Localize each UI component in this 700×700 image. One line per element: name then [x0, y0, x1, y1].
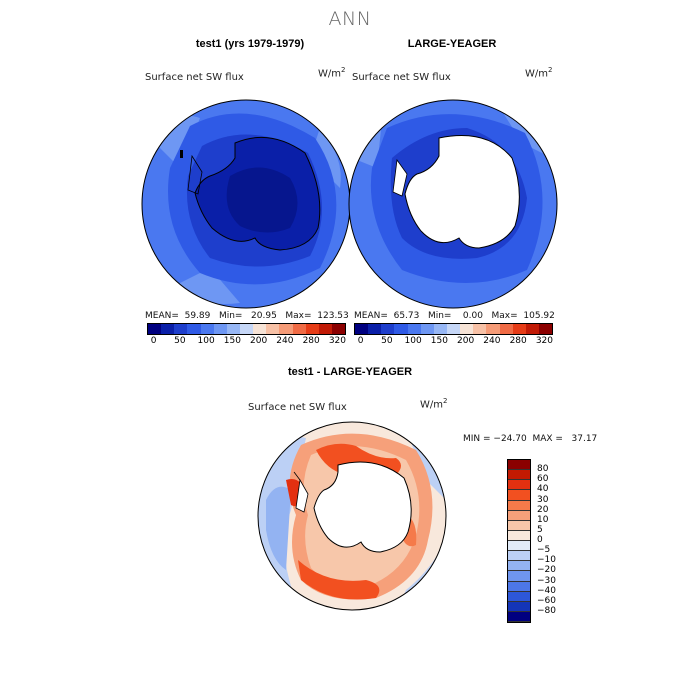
colorbar-swatch [239, 324, 254, 334]
colorbar-swatch [420, 324, 434, 334]
right-map [348, 99, 558, 309]
colorbar-tick-label: 320 [328, 336, 347, 346]
right-panel-title: LARGE-YEAGER [407, 38, 497, 50]
colorbar-swatch [381, 324, 395, 334]
right-colorbar-labels: 0 50 100 150 200 240 280 320 [354, 336, 554, 348]
colorbar-swatch [508, 480, 530, 491]
colorbar-tick-label: 200 [250, 336, 268, 346]
colorbar-tick-label: 280 [509, 336, 527, 346]
colorbar-swatch [161, 324, 175, 334]
colorbar-swatch [508, 561, 530, 572]
left-variable-label: Surface net SW flux [145, 72, 244, 83]
colorbar-tick-label: 200 [457, 336, 475, 346]
right-variable-label: Surface net SW flux [352, 72, 451, 83]
diff-units-label: W/m2 [420, 397, 448, 411]
left-colorbar [147, 323, 346, 335]
diff-minmax: MIN = −24.70 MAX = 37.17 [463, 434, 598, 444]
colorbar-tick-label: 150 [430, 336, 448, 346]
colorbar-swatch [508, 510, 530, 521]
diff-panel-title: test1 - LARGE-YEAGER [287, 366, 413, 378]
colorbar-tick-label: 80 [537, 464, 549, 475]
colorbar-swatch [508, 490, 530, 501]
colorbar-swatch [473, 324, 487, 334]
colorbar-swatch [279, 324, 293, 334]
left-map [141, 99, 351, 309]
colorbar-swatch [407, 324, 421, 334]
colorbar-swatch [266, 324, 280, 334]
colorbar-swatch [512, 324, 526, 334]
right-colorbar [354, 323, 553, 335]
colorbar-swatch [292, 324, 306, 334]
colorbar-swatch [394, 324, 408, 334]
colorbar-tick-label: 10 [537, 514, 549, 525]
colorbar-swatch [368, 324, 382, 334]
colorbar-swatch [305, 324, 319, 334]
colorbar-swatch [508, 530, 530, 541]
diff-colorbar-labels: 80 60 40 30 20 10 5 0 −5 −10 −20 −30 −40 −60 −80 [537, 459, 567, 621]
colorbar-swatch [253, 324, 267, 334]
diff-colorbar [507, 459, 531, 623]
diff-map [257, 421, 447, 611]
colorbar-swatch [508, 611, 530, 622]
colorbar-swatch [508, 470, 530, 481]
colorbar-swatch [187, 324, 201, 334]
colorbar-tick-label: −60 [537, 595, 556, 606]
colorbar-tick-label: −10 [537, 555, 556, 566]
colorbar-tick-label: 60 [537, 474, 549, 485]
colorbar-tick-label: 320 [535, 336, 554, 346]
colorbar-tick-label: 50 [381, 336, 393, 346]
colorbar-swatch [499, 324, 513, 334]
colorbar-swatch [538, 324, 553, 334]
colorbar-swatch [331, 324, 346, 334]
colorbar-swatch [318, 324, 332, 334]
colorbar-swatch [508, 500, 530, 511]
right-stats: MEAN= 65.73 Min= 0.00 Max= 105.92 [354, 311, 555, 321]
colorbar-tick-label: 5 [537, 524, 543, 535]
colorbar-swatch [508, 601, 530, 612]
colorbar-swatch [525, 324, 539, 334]
colorbar-swatch [355, 324, 369, 334]
right-units-label: W/m2 [525, 66, 553, 80]
colorbar-swatch [200, 324, 214, 334]
colorbar-tick-label: 240 [276, 336, 294, 346]
colorbar-tick-label: 100 [197, 336, 215, 346]
colorbar-tick-label: −40 [537, 585, 556, 596]
colorbar-swatch [213, 324, 227, 334]
colorbar-tick-label: −5 [537, 545, 551, 556]
left-units-label: W/m2 [318, 66, 346, 80]
left-panel-title: test1 (yrs 1979-1979) [195, 38, 305, 50]
colorbar-tick-label: 50 [174, 336, 186, 346]
left-colorbar-labels: 0 50 100 150 200 240 280 320 [147, 336, 347, 348]
colorbar-tick-label: −80 [537, 605, 556, 616]
colorbar-tick-label: −30 [537, 575, 556, 586]
figure-title: ANN [328, 8, 372, 30]
colorbar-tick-label: 280 [302, 336, 320, 346]
colorbar-swatch [433, 324, 447, 334]
colorbar-tick-label: 0 [537, 535, 543, 545]
colorbar-tick-label: 240 [483, 336, 501, 346]
colorbar-tick-label: 0 [357, 336, 364, 346]
colorbar-swatch [508, 551, 530, 562]
diff-variable-label: Surface net SW flux [248, 402, 347, 413]
colorbar-tick-label: 20 [537, 504, 549, 515]
colorbar-tick-label: 150 [223, 336, 241, 346]
colorbar-swatch [508, 571, 530, 582]
colorbar-tick-label: 100 [404, 336, 422, 346]
colorbar-swatch [226, 324, 240, 334]
colorbar-tick-label: 0 [150, 336, 157, 346]
colorbar-swatch [508, 591, 530, 602]
colorbar-swatch [508, 541, 530, 552]
colorbar-swatch [174, 324, 188, 334]
colorbar-tick-label: 30 [537, 494, 549, 505]
left-stats: MEAN= 59.89 Min= 20.95 Max= 123.53 [145, 311, 349, 321]
colorbar-swatch [508, 581, 530, 592]
colorbar-swatch [446, 324, 461, 334]
colorbar-swatch [508, 520, 530, 531]
colorbar-swatch [486, 324, 500, 334]
colorbar-swatch [508, 460, 530, 471]
colorbar-tick-label: −20 [537, 565, 556, 576]
colorbar-swatch [460, 324, 474, 334]
colorbar-tick-label: 40 [537, 484, 549, 495]
colorbar-swatch [148, 324, 162, 334]
